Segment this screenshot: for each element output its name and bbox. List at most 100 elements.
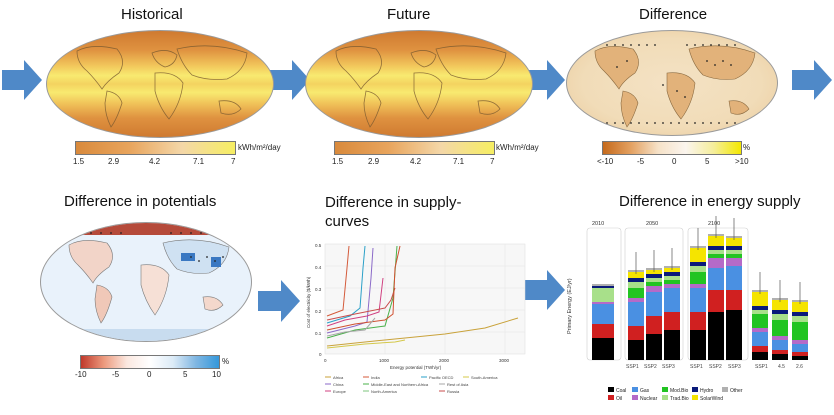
colorbar-difference — [602, 141, 742, 155]
bars-group — [592, 216, 808, 360]
bar-segment — [592, 288, 614, 302]
bar-segment — [646, 274, 662, 278]
bar-segment — [646, 334, 662, 360]
group-label: 2010 — [592, 221, 604, 227]
bar-segment — [726, 254, 742, 258]
legend-label: Europe — [333, 389, 347, 394]
bar-segment — [708, 246, 724, 250]
curve-europe — [326, 277, 384, 327]
arrow-icon — [525, 60, 565, 100]
bar-segment — [726, 246, 742, 250]
tick-label: 10 — [212, 370, 221, 379]
xtick: 0 — [324, 358, 327, 363]
x-tick-label: SSP2 — [644, 364, 657, 370]
x-tick-label: SSP1 — [690, 364, 703, 370]
tick-label: 2.9 — [368, 157, 380, 166]
group-label: 2050 — [646, 221, 658, 227]
legend-label: Pacific OECD — [429, 375, 454, 380]
x-tick-label: 4.5 — [778, 364, 785, 370]
bar-segment — [792, 340, 808, 344]
bar-segment — [664, 284, 680, 288]
curve-india — [326, 245, 350, 317]
tick-label: 0 — [147, 370, 152, 379]
bar-segment — [664, 272, 680, 276]
bar-segment — [708, 290, 724, 312]
legend-swatch — [662, 395, 668, 400]
arrow-icon — [792, 60, 832, 100]
bar-segment — [726, 258, 742, 266]
title-difference: Difference — [639, 6, 708, 23]
bar-segment — [772, 340, 788, 350]
bar-segment — [664, 312, 680, 330]
map-historical — [46, 30, 274, 138]
legend-swatch — [632, 387, 638, 392]
tick-label: -5 — [637, 157, 645, 166]
tick-label: 4.2 — [410, 157, 422, 166]
bar-segment — [752, 306, 768, 310]
bar-segment — [690, 266, 706, 272]
x-tick-label: SSP2 — [709, 364, 722, 370]
x-tick-label: 2.6 — [796, 364, 803, 370]
legend-swatch — [608, 395, 614, 400]
map-future — [305, 30, 533, 138]
ytick: 0.2 — [315, 309, 322, 314]
legend-label: Russia — [447, 389, 460, 394]
bar-segment — [628, 326, 644, 340]
energy-legend: Coal Gas Mod.Bio Hydro Other Oil Nuclear Trad.B… — [608, 387, 743, 402]
tick-label: 4.2 — [149, 157, 161, 166]
x-tick-label: SSP3 — [728, 364, 741, 370]
map-diff-potentials — [40, 222, 252, 342]
bar-segment — [792, 356, 808, 360]
colorbar-unit: kWh/m²/day — [496, 143, 539, 152]
tick-label: 0 — [672, 157, 677, 166]
bar-segment — [628, 278, 644, 282]
bar-segment — [726, 250, 742, 254]
bar-segment — [592, 284, 614, 286]
bar-segment — [752, 292, 768, 306]
map-difference — [566, 30, 778, 136]
bar-segment — [592, 286, 614, 288]
supply-curves-chart: 0.5 0.4 0.3 0.2 0.1 0 0 1000 2000 3000 E… — [305, 238, 530, 408]
bar-segment — [708, 236, 724, 246]
bar-segment — [772, 320, 788, 336]
arrow-icon — [270, 60, 310, 100]
tick-label: 5 — [183, 370, 188, 379]
continents — [76, 45, 248, 128]
bar-segment — [708, 258, 724, 268]
bar-segment — [592, 324, 614, 338]
bar-segment — [726, 266, 742, 290]
legend-label: Middle-East and Northern-Africa — [371, 382, 429, 387]
bar-segment — [772, 350, 788, 354]
legend-swatch — [632, 395, 638, 400]
arrow-icon — [525, 270, 565, 310]
legend-label: Gas — [640, 388, 650, 394]
xtick: 1000 — [379, 358, 390, 363]
title-historical: Historical — [121, 6, 183, 23]
xtick: 2000 — [439, 358, 450, 363]
legend-label: Hydro — [700, 388, 714, 394]
bar-segment — [646, 278, 662, 282]
legend-label: Rest of Asia — [447, 382, 469, 387]
legend-label: India — [371, 375, 380, 380]
bar-segment — [628, 302, 644, 326]
bar-segment — [664, 330, 680, 360]
colorbar-historical — [75, 141, 236, 155]
tick-label: -10 — [75, 370, 87, 379]
bar-segment — [772, 300, 788, 310]
legend-swatch — [662, 387, 668, 392]
continents-dotted — [594, 44, 756, 128]
bar-segment — [592, 302, 614, 304]
tick-label: 7.1 — [193, 157, 205, 166]
bar-segment — [646, 282, 662, 286]
bar-segment — [690, 248, 706, 262]
bar-segment — [690, 284, 706, 288]
ytick: 0.1 — [315, 331, 322, 336]
bar-segment — [792, 344, 808, 352]
bar-segment — [772, 314, 788, 320]
tick-label: 7 — [490, 157, 495, 166]
legend-label: North-America — [371, 389, 398, 394]
bar-segment — [792, 316, 808, 322]
tick-label: >10 — [735, 157, 749, 166]
legend-label: Mod.Bio — [670, 388, 689, 394]
bar-segment — [664, 288, 680, 312]
